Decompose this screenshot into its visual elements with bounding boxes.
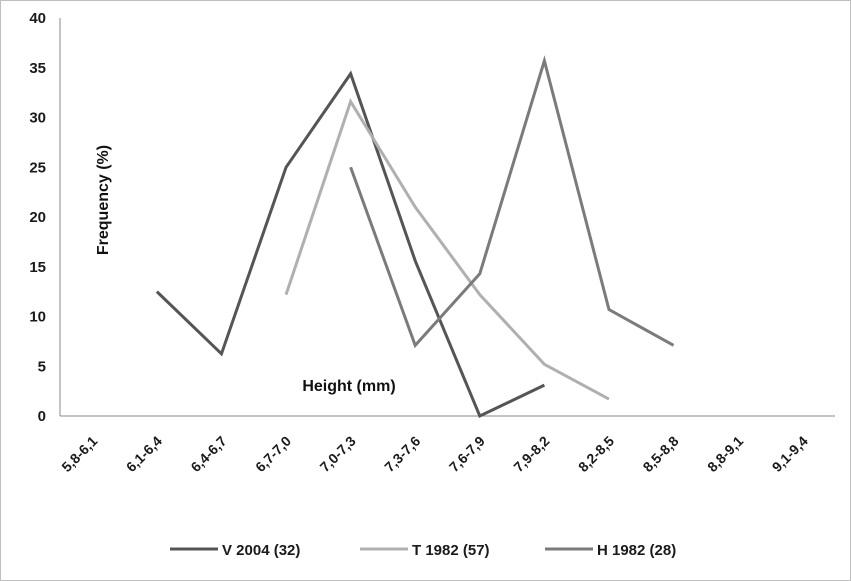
y-tick-label: 25 bbox=[29, 159, 46, 176]
legend-label: T 1982 (57) bbox=[412, 542, 490, 559]
x-axis-label: Height (mm) bbox=[302, 378, 395, 395]
series-line bbox=[349, 55, 675, 349]
series-segment bbox=[155, 70, 546, 419]
legend-label: V 2004 (32) bbox=[222, 542, 300, 559]
legend-item: V 2004 (32) bbox=[170, 542, 300, 559]
y-tick-label: 0 bbox=[38, 408, 46, 425]
y-tick-label: 5 bbox=[38, 358, 46, 375]
series-segment bbox=[284, 98, 610, 401]
series-line bbox=[284, 98, 610, 401]
legend-label: H 1982 (28) bbox=[597, 542, 676, 559]
y-axis-label: Frequency (%) bbox=[95, 145, 112, 255]
y-tick-label: 35 bbox=[29, 60, 46, 77]
y-tick-label: 20 bbox=[29, 209, 46, 226]
series-segment bbox=[349, 55, 675, 349]
series-lines bbox=[155, 55, 675, 419]
y-tick-label: 15 bbox=[29, 259, 46, 276]
legend-item: T 1982 (57) bbox=[360, 542, 490, 559]
axes bbox=[59, 18, 835, 417]
y-tick-label: 40 bbox=[29, 10, 46, 27]
legend-item: H 1982 (28) bbox=[545, 542, 676, 559]
y-tick-label: 10 bbox=[29, 309, 46, 326]
legend: V 2004 (32) T 1982 (57) H 1982 (28) bbox=[170, 542, 676, 559]
series-line bbox=[155, 70, 546, 419]
y-tick-labels: 0 5 10 15 20 25 30 35 40 bbox=[29, 10, 46, 425]
y-tick-label: 30 bbox=[29, 110, 46, 127]
